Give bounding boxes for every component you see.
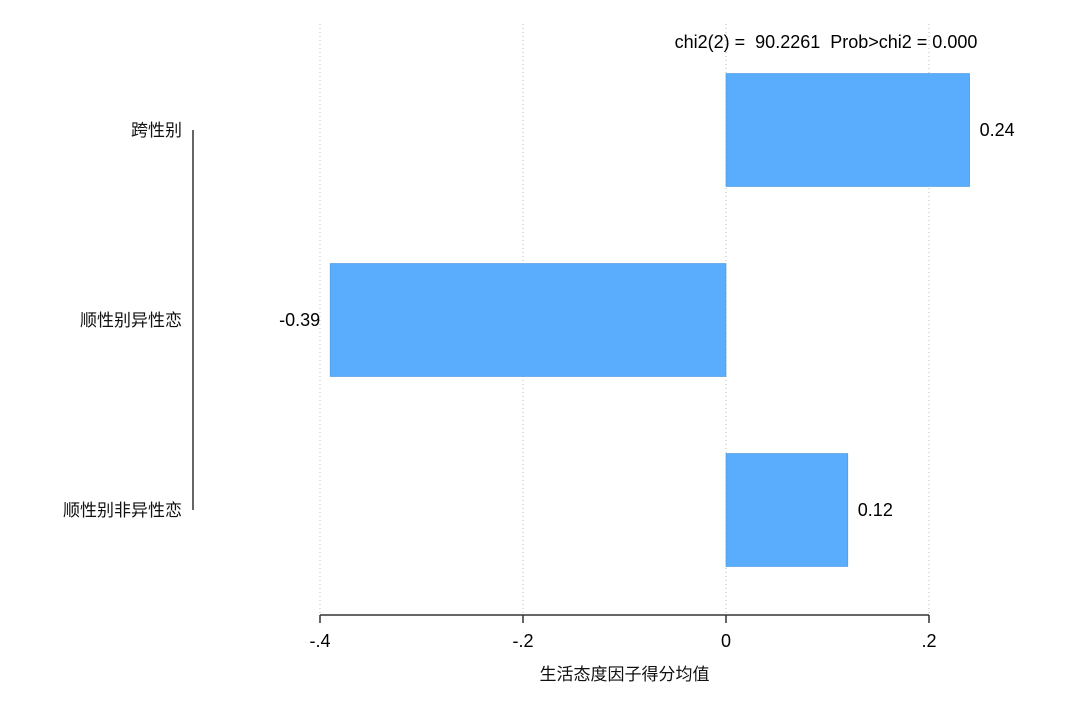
value-label: 0.12 — [858, 500, 893, 520]
category-label: 顺性别异性恋 — [80, 310, 182, 331]
category-label: 顺性别非异性恋 — [63, 500, 182, 521]
category-label: 跨性别 — [131, 121, 182, 141]
chi2-annotation: chi2(2) = 90.2261 Prob>chi2 = 0.000 — [675, 32, 978, 52]
x-tick-label: .2 — [921, 631, 936, 651]
value-label: -0.39 — [279, 310, 320, 330]
value-labels: 0.24 -0.39 0.12 — [279, 120, 1015, 520]
x-tick-label: -.4 — [309, 631, 330, 651]
bar — [725, 73, 970, 187]
x-axis-title: 生活态度因子得分均值 — [540, 665, 710, 685]
bar — [725, 453, 849, 567]
value-label: 0.24 — [980, 120, 1015, 140]
bar — [329, 263, 727, 377]
x-tick-label: -.2 — [512, 631, 533, 651]
bars — [329, 73, 970, 567]
x-tick-label: 0 — [721, 631, 731, 651]
x-axis: -.4 -.2 0 .2 — [309, 614, 937, 651]
